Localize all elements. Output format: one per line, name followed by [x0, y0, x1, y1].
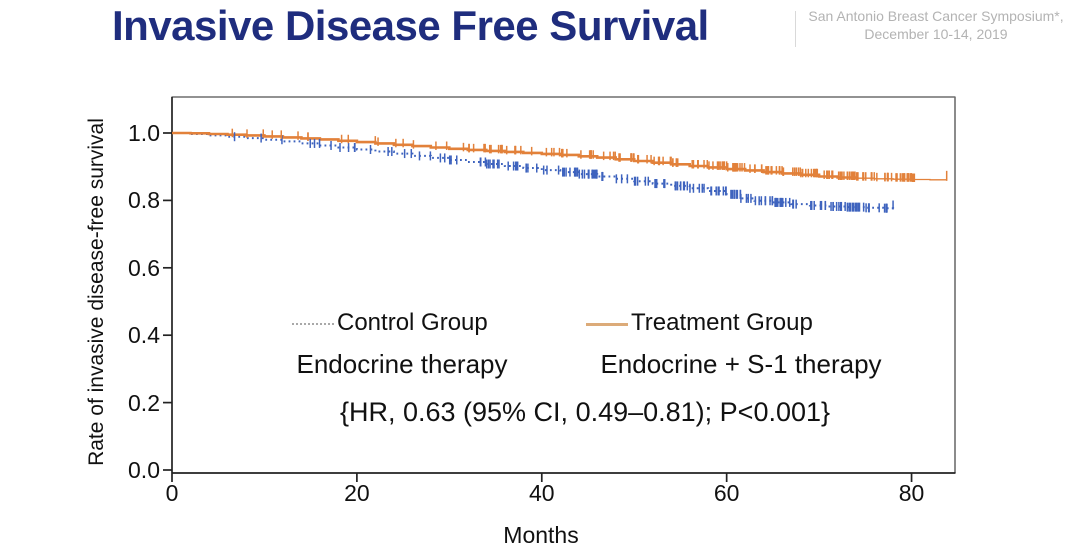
y-axis-title: Rate of invasive disease-free survival: [85, 118, 108, 466]
y-tick-label: 0.8: [128, 187, 160, 214]
control-line-swatch-icon: [292, 323, 334, 325]
y-tick-label: 0.6: [128, 254, 160, 281]
x-tick-label: 20: [344, 480, 370, 506]
conference-date: December 10-14, 2019: [864, 26, 1008, 43]
legend-item-treatment: Treatment Group: [586, 309, 813, 337]
x-axis-title: Months: [503, 522, 579, 548]
y-tick-label: 0.4: [128, 322, 160, 349]
hazard-ratio-annotation: {HR, 0.63 (95% CI, 0.49–0.81); P<0.001}: [339, 397, 831, 427]
y-tick-label: 0.2: [128, 389, 160, 416]
header-divider: [795, 11, 796, 47]
conference-info: San Antonio Breast Cancer Symposium*, De…: [802, 7, 1070, 44]
legend-item-control: Control Group: [292, 309, 488, 337]
legend-label-control: Control Group: [337, 309, 488, 336]
y-tick-label: 1.0: [128, 120, 160, 146]
page-title: Invasive Disease Free Survival: [112, 2, 709, 49]
x-tick-label: 40: [528, 480, 555, 506]
treatment-line-swatch-icon: [586, 322, 628, 326]
treatment-therapy-label: Endocrine + S-1 therapy: [600, 349, 882, 379]
y-tick-label: 0.0: [128, 457, 160, 483]
x-tick-label: 80: [898, 480, 925, 506]
x-tick-label: 0: [165, 480, 179, 506]
control-therapy-label: Endocrine therapy: [296, 349, 508, 379]
x-tick-label: 60: [713, 480, 740, 506]
legend-label-treatment: Treatment Group: [631, 309, 813, 336]
conference-name: San Antonio Breast Cancer Symposium*,: [808, 8, 1064, 24]
